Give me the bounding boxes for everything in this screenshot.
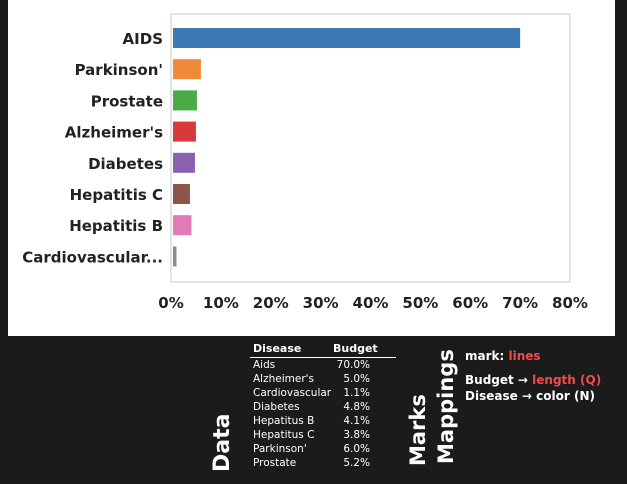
mapping-disease-line: Disease → color (N) bbox=[465, 388, 627, 404]
x-tick-label: 20% bbox=[253, 294, 289, 312]
category-label: Alzheimer's bbox=[65, 124, 163, 142]
table-cell-budget: 3.8% bbox=[343, 429, 370, 441]
bar-chart: AIDS Parkinson' Prostate Alzheimer's Diabete… bbox=[22, 13, 588, 312]
category-label: AIDS bbox=[123, 30, 163, 48]
category-label: Prostate bbox=[91, 92, 163, 110]
marks-mappings-vertical-label: Marks Mappings bbox=[404, 346, 464, 478]
table-row: Alzheimer's 5.0% bbox=[250, 372, 396, 386]
table-cell-disease: Hepatitus B bbox=[253, 415, 315, 427]
category-label: Hepatitis B bbox=[69, 217, 163, 235]
bar bbox=[173, 90, 197, 111]
table-row: Aids 70.0% bbox=[250, 358, 396, 372]
data-label: Data bbox=[210, 413, 235, 472]
x-tick-label: 70% bbox=[502, 294, 538, 312]
x-tick-label: 0% bbox=[158, 294, 183, 312]
table-row: Prostate 5.2% bbox=[250, 456, 396, 470]
table-header: Disease Budget bbox=[250, 342, 396, 358]
table-cell-budget: 6.0% bbox=[343, 443, 370, 455]
category-label: Parkinson' bbox=[75, 61, 163, 79]
mapping-budget-prefix: Budget → bbox=[465, 373, 528, 387]
x-tick-label: 10% bbox=[203, 294, 239, 312]
table-row: Diabetes 4.8% bbox=[250, 400, 396, 414]
table-header-budget: Budget bbox=[333, 342, 378, 355]
category-label: Diabetes bbox=[88, 155, 163, 173]
bar bbox=[173, 28, 521, 48]
mapping-budget-line: Budget → length (Q) bbox=[465, 372, 627, 388]
mapping-budget-value: length (Q) bbox=[532, 373, 602, 387]
table-row: Hepatitus C 3.8% bbox=[250, 428, 396, 442]
data-table: Disease Budget Aids 70.0% Alzheimer's 5.… bbox=[250, 342, 396, 482]
table-header-divider bbox=[250, 357, 396, 358]
category-label: Hepatitis C bbox=[70, 186, 163, 204]
bar bbox=[173, 121, 196, 142]
table-cell-disease: Prostate bbox=[253, 457, 297, 469]
mark-line: mark: lines bbox=[465, 348, 627, 364]
table-cell-disease: Diabetes bbox=[253, 401, 300, 413]
table-cell-disease: Cardiovascular bbox=[253, 387, 332, 399]
table-row: Hepatitus B 4.1% bbox=[250, 414, 396, 428]
plot-frame bbox=[170, 13, 571, 283]
x-tick-label: 40% bbox=[353, 294, 389, 312]
mapping-disease-value: color (N) bbox=[536, 389, 595, 403]
table-cell-disease: Aids bbox=[253, 359, 276, 371]
table-header-disease: Disease bbox=[253, 342, 302, 355]
x-tick-label: 60% bbox=[452, 294, 488, 312]
x-tick-label: 30% bbox=[303, 294, 339, 312]
table-cell-disease: Parkinson' bbox=[253, 443, 307, 455]
mapping-annotations: mark: lines Budget → length (Q) Disease … bbox=[465, 348, 627, 404]
table-row: Cardiovascular 1.1% bbox=[250, 386, 396, 400]
table-cell-budget: 1.1% bbox=[343, 387, 370, 399]
bar bbox=[173, 59, 201, 80]
category-label: Cardiovascular... bbox=[22, 248, 163, 266]
table-cell-budget: 4.8% bbox=[343, 401, 370, 413]
mapping-disease-prefix: Disease → bbox=[465, 389, 532, 403]
mark-prefix: mark: bbox=[465, 349, 505, 363]
x-tick-label: 80% bbox=[552, 294, 588, 312]
table-cell-disease: Hepatitus C bbox=[253, 429, 315, 441]
x-tick-label: 50% bbox=[402, 294, 438, 312]
table-cell-budget: 5.2% bbox=[343, 457, 370, 469]
bar bbox=[173, 215, 192, 236]
bar bbox=[173, 184, 190, 204]
bar bbox=[173, 152, 195, 173]
table-cell-disease: Alzheimer's bbox=[253, 373, 315, 385]
mark-value: lines bbox=[508, 349, 541, 363]
marks-label: Marks bbox=[406, 394, 430, 466]
table-cell-budget: 4.1% bbox=[343, 415, 370, 427]
mappings-label: Mappings bbox=[434, 349, 458, 464]
bar bbox=[173, 246, 177, 267]
table-row: Parkinson' 6.0% bbox=[250, 442, 396, 456]
table-cell-budget: 70.0% bbox=[336, 359, 370, 371]
table-cell-budget: 5.0% bbox=[343, 373, 370, 385]
data-vertical-label: Data bbox=[204, 360, 244, 480]
chart-panel: AIDS Parkinson' Prostate Alzheimer's Diabete… bbox=[8, 0, 615, 336]
